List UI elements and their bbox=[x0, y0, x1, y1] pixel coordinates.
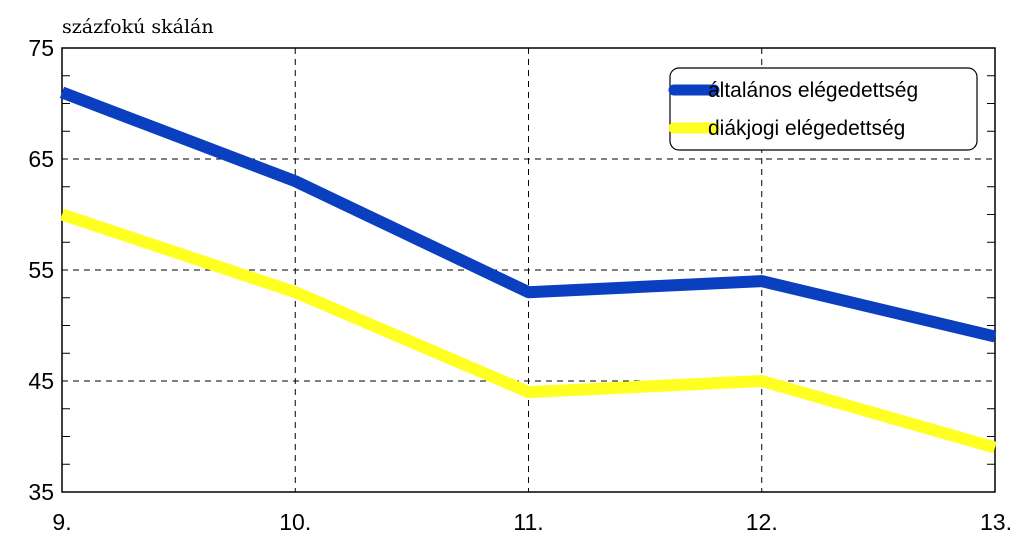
y-tick-label: 55 bbox=[28, 257, 54, 283]
legend-label: diákjogi elégedettség bbox=[708, 117, 905, 140]
x-tick-label: 13. bbox=[980, 509, 1012, 535]
legend: általános elégedettség diákjogi elégedett… bbox=[668, 67, 978, 151]
x-tick-label: 9. bbox=[52, 509, 71, 535]
x-tick-label: 11. bbox=[513, 509, 543, 535]
x-tick-label: 12. bbox=[746, 509, 778, 535]
y-tick-label: 45 bbox=[28, 368, 54, 394]
x-tick-labels: 9. 10. 11. 12. 13. bbox=[52, 509, 1012, 535]
y-axis-title: százfokú skálán bbox=[62, 16, 214, 38]
y-tick-label: 75 bbox=[28, 35, 54, 61]
legend-box bbox=[669, 67, 978, 151]
y-tick-label: 35 bbox=[28, 479, 54, 505]
series-line bbox=[60, 208, 997, 454]
x-tick-label: 10. bbox=[279, 509, 311, 535]
legend-label: általános elégedettség bbox=[708, 79, 918, 102]
series-lines bbox=[59, 86, 997, 454]
y-tick-label: 65 bbox=[28, 146, 54, 172]
plot-area-frame bbox=[61, 47, 996, 493]
y-tick-labels: 35 45 55 65 75 bbox=[28, 35, 54, 505]
series-line bbox=[59, 86, 997, 343]
